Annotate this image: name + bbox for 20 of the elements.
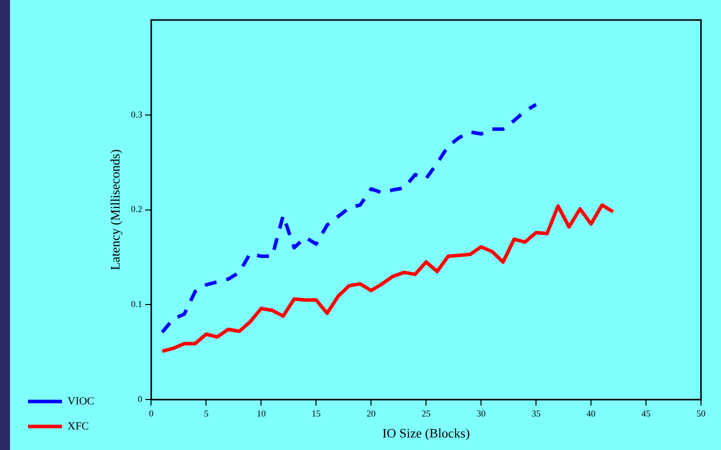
x-tick-label: 5 [204, 408, 209, 418]
y-tick-label: 0 [138, 394, 143, 404]
x-tick-label: 45 [642, 408, 652, 418]
y-axis-title: Latency (Milliseconds) [108, 149, 123, 270]
x-tick-label: 10 [256, 408, 266, 418]
x-tick-label: 30 [476, 408, 486, 418]
x-tick-label: 40 [586, 408, 596, 418]
line-series [160, 102, 538, 334]
x-tick-label: 25 [422, 408, 432, 418]
y-tick-label: 0.1 [130, 299, 142, 310]
x-axis-title: IO Size (Blocks) [382, 426, 470, 441]
x-tick-label: 0 [148, 408, 154, 418]
legend-label: VIOC [68, 395, 94, 408]
x-tick-label: 15 [312, 408, 322, 418]
legend-label: XFC [68, 420, 89, 432]
x-tick-label: 50 [696, 408, 706, 418]
y-tick-label: 0.3 [130, 109, 143, 120]
x-tick-label: 20 [366, 408, 376, 418]
y-tick-label: 0.2 [130, 204, 142, 214]
x-tick-label: 35 [532, 408, 542, 418]
